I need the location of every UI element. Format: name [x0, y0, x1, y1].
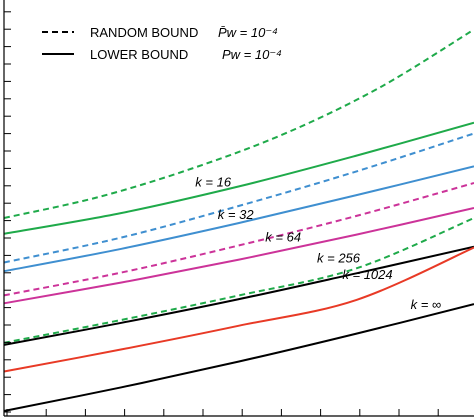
- tick-group: [4, 11, 439, 416]
- legend-random-bound: P̄w = 10⁻⁴: [218, 25, 278, 40]
- series-line-random-0: [3, 28, 474, 219]
- series-line-lower-7: [3, 245, 474, 346]
- series-group: [3, 28, 474, 412]
- legend-random-label: RANDOM BOUND: [90, 25, 198, 40]
- curve-label-5: k = ∞: [411, 297, 442, 312]
- series-line-lower-5: [3, 207, 474, 305]
- legend: RANDOM BOUND P̄w = 10⁻⁴ LOWER BOUND Pw =…: [42, 25, 282, 62]
- series-line-lower-8: [3, 246, 474, 373]
- legend-lower-bound: Pw = 10⁻⁴: [222, 47, 282, 62]
- curve-label-4: k = 1024: [342, 267, 392, 282]
- series-line-lower-3: [3, 165, 474, 273]
- curve-label-2: k = 64: [265, 230, 301, 245]
- series-line-lower-1: [3, 121, 474, 235]
- curve-label-3: k = 256: [317, 251, 361, 266]
- series-line-lower-9: [3, 303, 474, 412]
- series-line-random-4: [3, 182, 474, 297]
- curve-label-0: k = 16: [195, 174, 232, 189]
- series-line-random-2: [3, 132, 474, 264]
- legend-lower-label: LOWER BOUND: [90, 47, 188, 62]
- series-line-random-6: [3, 217, 474, 344]
- curve-label-1: k = 32: [218, 207, 255, 222]
